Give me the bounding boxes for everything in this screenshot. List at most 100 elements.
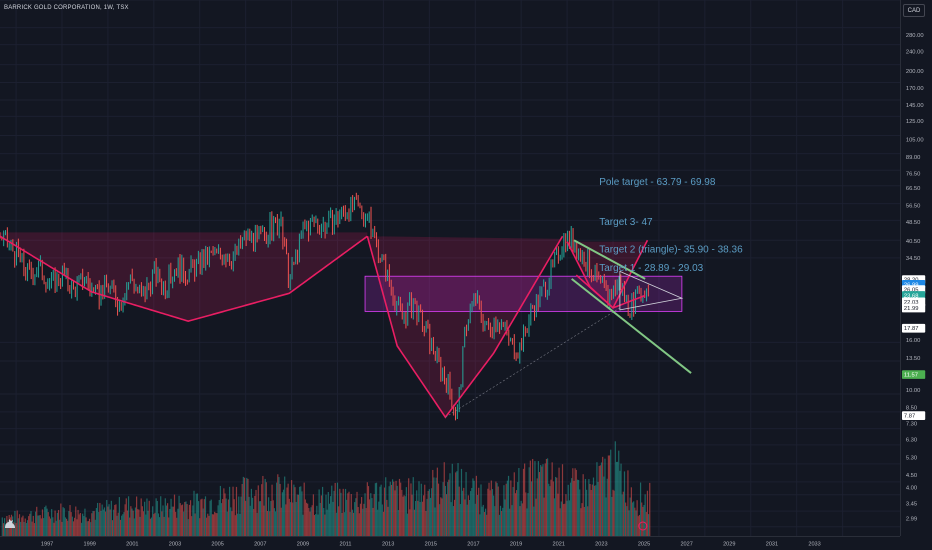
volume-bar <box>403 495 405 536</box>
volume-bar <box>307 503 309 536</box>
volume-bar <box>433 477 435 536</box>
volume-bar <box>638 514 641 536</box>
volume-bar <box>77 509 79 536</box>
volume-bar <box>31 521 33 536</box>
volume-bar <box>586 489 588 536</box>
volume-bar <box>237 513 239 536</box>
tradingview-logo-icon[interactable] <box>3 517 17 531</box>
volume-bar <box>362 508 364 536</box>
volume-bar <box>224 493 226 536</box>
volume-bar <box>192 505 194 536</box>
volume-bar <box>392 479 394 536</box>
volume-bar <box>153 514 155 536</box>
volume-bar <box>80 522 83 536</box>
volume-bar <box>39 515 41 536</box>
volume-bar <box>261 484 263 536</box>
volume-bar <box>56 512 58 536</box>
volume-bar <box>340 492 342 536</box>
volume-bar <box>404 496 406 536</box>
volume-bar <box>180 505 182 536</box>
volume-bar <box>451 463 453 536</box>
volume-bar <box>232 486 234 536</box>
volume-bar <box>595 485 597 536</box>
volume-bar <box>487 488 489 536</box>
volume-bar <box>579 489 581 536</box>
volume-bar <box>568 500 570 536</box>
volume-bar <box>518 468 520 536</box>
volume-bar <box>397 510 399 536</box>
price-tick-label: 125.00 <box>906 119 924 125</box>
volume-bar <box>91 513 93 536</box>
volume-bar <box>347 493 349 536</box>
time-scale[interactable]: 1997 1999 2001 2003 2005 2007 2009 2011 2013 2015… <box>0 536 900 550</box>
currency-button[interactable]: CAD <box>903 4 925 17</box>
volume-bar <box>254 495 256 536</box>
volume-bar <box>587 506 589 536</box>
volume-bar <box>509 508 511 536</box>
volume-bar <box>305 502 308 536</box>
volume-bar <box>479 514 481 536</box>
volume-bar <box>513 472 515 536</box>
volume-bar <box>405 487 407 536</box>
price-tick-label: 4.00 <box>906 486 917 492</box>
volume-bar <box>270 501 272 536</box>
time-tick-label: 2025 <box>638 541 650 547</box>
price-chart[interactable]: Pole target - 63.79 - 69.98 Target 3- 47 T… <box>0 0 900 536</box>
volume-bar <box>473 480 475 536</box>
volume-bar <box>263 505 265 536</box>
volume-bar <box>216 513 218 536</box>
volume-bar <box>352 512 355 536</box>
volume-bar <box>565 494 567 536</box>
volume-bar <box>318 489 320 536</box>
volume-bar <box>429 497 432 536</box>
cup-area <box>367 236 563 418</box>
volume-bar <box>74 517 76 536</box>
volume-bar <box>186 504 188 536</box>
volume-bar <box>394 490 396 536</box>
volume-bar <box>343 512 345 536</box>
volume-bar <box>631 502 634 536</box>
volume-bar <box>140 498 142 536</box>
volume-bar <box>188 504 191 536</box>
volume-bar <box>401 489 403 536</box>
time-tick-label: 2007 <box>254 541 266 547</box>
volume-bar <box>341 512 343 536</box>
volume-bar <box>491 489 494 536</box>
volume-bar <box>286 487 288 536</box>
volume-bar <box>115 504 117 536</box>
volume-bar <box>16 510 18 536</box>
volume-bar <box>126 510 129 536</box>
volume-bar <box>293 484 295 536</box>
volume-bar <box>529 460 531 536</box>
volume-bar <box>464 499 466 536</box>
volume-bar <box>36 506 38 536</box>
volume-bar <box>311 505 313 536</box>
volume-bar <box>412 477 414 536</box>
volume-bar <box>129 517 131 536</box>
volume-bar <box>220 503 223 536</box>
volume-bar <box>251 497 254 536</box>
volume-bar <box>246 477 248 536</box>
volume-bar <box>96 502 99 536</box>
volume-bar <box>383 487 386 536</box>
volume-bar <box>133 518 135 536</box>
volume-bar <box>257 485 259 536</box>
volume-bar <box>323 508 325 536</box>
volume-bar <box>299 486 301 536</box>
volume-bar <box>418 481 420 536</box>
volume-bar <box>173 494 176 536</box>
volume-bar <box>556 477 558 536</box>
volume-bar <box>637 516 639 536</box>
volume-bar <box>598 466 600 536</box>
volume-bar <box>420 483 422 536</box>
volume-bar <box>386 499 388 536</box>
volume-bar <box>530 481 533 536</box>
volume-bar <box>421 501 424 536</box>
volume-bar <box>597 481 599 536</box>
volume-bar <box>241 483 243 536</box>
price-scale[interactable]: 360.00280.00240.00200.00170.00145.00125.… <box>900 0 932 536</box>
volume-bar <box>122 514 124 536</box>
volume-bar <box>526 508 528 536</box>
volume-bar <box>238 496 240 536</box>
price-tick-label: 2.99 <box>906 517 917 523</box>
